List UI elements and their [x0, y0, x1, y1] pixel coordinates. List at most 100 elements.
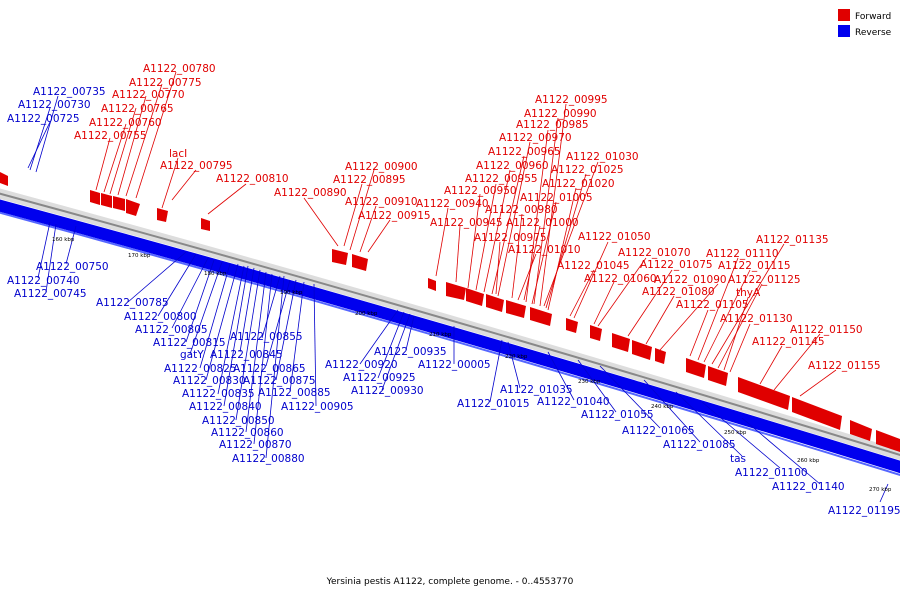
- gene-label: A1122_01030: [566, 151, 639, 163]
- leader-line: [643, 379, 701, 443]
- figure-caption: Yersinia pestis A1122, complete genome. …: [326, 577, 574, 587]
- forward-gene: [90, 190, 100, 205]
- gene-label: A1122_01090: [654, 274, 727, 286]
- leader-line: [531, 201, 557, 305]
- forward-leaders: [95, 71, 837, 397]
- forward-gene: [655, 348, 666, 364]
- tick-label: 160 kbp: [52, 237, 75, 243]
- leader-line: [799, 369, 837, 397]
- leader-line: [245, 271, 267, 433]
- leader-line: [359, 205, 377, 253]
- leader-line: [435, 207, 449, 277]
- reverse-track: [0, 199, 900, 474]
- leader-line: [495, 241, 501, 295]
- gene-label: A1122_00950: [444, 185, 517, 197]
- gene-label: A1122_01100: [735, 467, 808, 479]
- tick-label: 220 kbp: [505, 354, 528, 360]
- forward-gene: [708, 366, 728, 386]
- gene-label: A1122_01150: [790, 324, 863, 336]
- leader-line: [343, 183, 363, 247]
- leader-line: [125, 83, 163, 197]
- leader-line: [627, 269, 673, 337]
- reverse-label-group: A1122_00735 A1122_00730 A1122_00725 A112…: [7, 86, 900, 517]
- gene-label: A1122_00975: [474, 232, 547, 244]
- gene-label: A1122_01015: [457, 398, 530, 410]
- tick-label: 270 kbp: [869, 487, 892, 493]
- reverse-leaders: [27, 95, 889, 503]
- gene-label: A1122_00900: [345, 161, 418, 173]
- leader-line: [199, 263, 231, 369]
- gene-label: A1122_00805: [135, 324, 208, 336]
- forward-gene: [201, 218, 210, 231]
- gene-label: A1122_00765: [101, 103, 174, 115]
- leader-line: [759, 345, 783, 385]
- gene-label: A1122_01005: [520, 192, 593, 204]
- leader-line: [29, 107, 51, 171]
- leader-line: [539, 103, 567, 307]
- gene-label: gatY: [180, 349, 204, 361]
- forward-gene: [0, 172, 8, 186]
- forward-gene: [590, 325, 602, 341]
- forward-gene: [506, 300, 526, 318]
- gene-label: A1122_00945: [430, 217, 503, 229]
- gene-label: A1122_01020: [542, 178, 615, 190]
- gene-label: A1122_01135: [756, 234, 829, 246]
- leader-line: [349, 169, 375, 251]
- gene-label: A1122_01065: [622, 425, 695, 437]
- leader-line: [507, 341, 521, 389]
- leader-line: [223, 265, 249, 407]
- leader-line: [711, 243, 785, 365]
- leader-line: [723, 297, 749, 371]
- leader-line: [599, 365, 661, 429]
- gene-label: A1122_00865: [233, 363, 306, 375]
- leader-line: [729, 323, 751, 373]
- gene-label: A1122_00760: [89, 117, 162, 129]
- gene-label: A1122_00730: [18, 99, 91, 111]
- leader-line: [261, 275, 281, 339]
- leader-line: [547, 187, 577, 311]
- forward-gene: [686, 358, 706, 378]
- forward-gene: [157, 208, 168, 222]
- tick-label: 190 kbp: [280, 290, 303, 296]
- tick-label-group: 160 kbp 170 kbp 180 kbp 190 kbp 200 kbp …: [52, 237, 892, 493]
- forward-gene: [352, 254, 368, 271]
- forward-gene: [612, 333, 630, 352]
- leader-line: [645, 295, 675, 345]
- gene-label: A1122_01080: [642, 286, 715, 298]
- gene-label: A1122_00915: [358, 210, 431, 222]
- leader-line: [547, 351, 575, 401]
- legend-forward-swatch: [838, 9, 850, 21]
- gene-label: A1122_01140: [772, 481, 845, 493]
- gene-label: A1122_00890: [274, 187, 347, 199]
- gene-label: A1122_00770: [112, 89, 185, 101]
- gene-label: A1122_00985: [516, 119, 589, 131]
- leader-line: [377, 311, 405, 379]
- leader-line: [275, 279, 297, 381]
- tick-label: 180 kbp: [204, 271, 227, 277]
- gene-label: A1122_01025: [551, 164, 624, 176]
- gene-label: A1122_00780: [143, 63, 216, 75]
- leader-line: [235, 269, 261, 421]
- leader-line: [265, 279, 291, 367]
- leader-line: [45, 223, 57, 293]
- leader-line: [593, 281, 615, 325]
- tick-label: 210 kbp: [429, 332, 452, 338]
- gene-label: A1122_01040: [537, 396, 610, 408]
- tick-label: 260 kbp: [797, 458, 820, 464]
- gene-label: A1122_01010: [508, 244, 581, 256]
- legend-reverse-label: Reverse: [855, 28, 892, 38]
- leader-line: [65, 225, 77, 265]
- forward-gene: [113, 196, 125, 211]
- gene-label: A1122_00005: [418, 359, 491, 371]
- tick-label: 240 kbp: [651, 404, 674, 410]
- forward-gene: [486, 294, 504, 312]
- leader-line: [489, 339, 503, 403]
- forward-gene: [466, 288, 484, 306]
- gene-label: A1122_00785: [96, 297, 169, 309]
- leader-line: [367, 219, 391, 253]
- leader-line: [517, 253, 537, 301]
- leader-line: [703, 269, 751, 363]
- leader-line: [359, 309, 399, 365]
- gene-label: A1122_00875: [243, 375, 316, 387]
